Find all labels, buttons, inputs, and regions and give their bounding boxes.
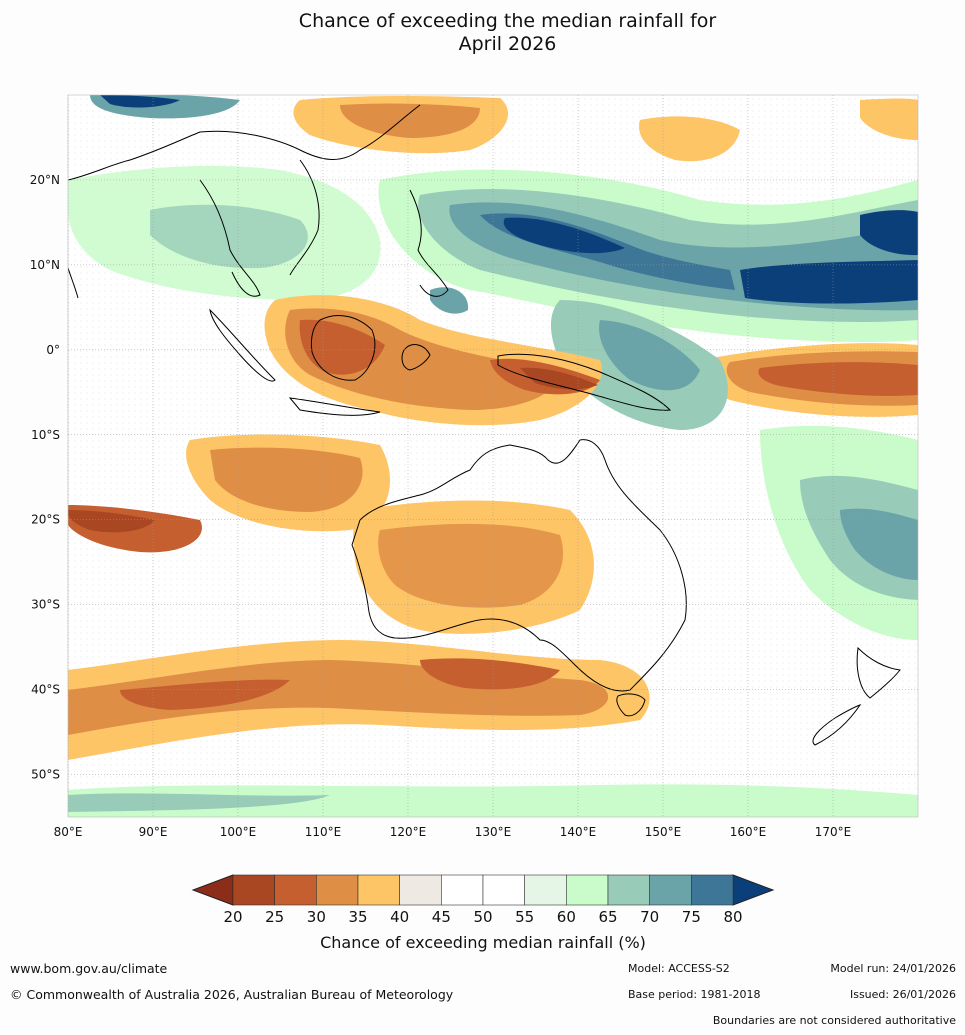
lat-tick-label: 40°S: [31, 683, 60, 697]
colorbar-bin: [316, 874, 359, 906]
colorbar-tick-label: 60: [557, 908, 576, 926]
lon-tick-label: 160°E: [730, 825, 767, 839]
colorbar-tick-label: 20: [223, 908, 242, 926]
colorbar-bin: [607, 874, 650, 906]
lat-tick-label: 10°N: [30, 258, 60, 272]
colorbar-tick-label: 40: [390, 908, 409, 926]
lon-tick-label: 110°E: [305, 825, 342, 839]
lat-tick-label: 30°S: [31, 598, 60, 612]
map-frame: [67, 94, 919, 818]
axis-tick-labels: 80°E 90°E 100°E 110°E 120°E 130°E 140°E 150°E 16…: [30, 173, 852, 839]
website-link[interactable]: www.bom.gov.au/climate: [10, 961, 168, 976]
map-title-line2: April 2026: [458, 33, 557, 55]
colorbar: 20 25 30 35 40 45 50 55 60 65 70 75 80 Chance of exc…: [191, 874, 775, 952]
base-period: Base period: 1981-2018: [628, 988, 761, 1001]
lat-tick-label: 10°S: [31, 428, 60, 442]
coastlines: [68, 104, 901, 746]
lat-tick-label: 0°: [46, 343, 60, 357]
map-title: Chance of exceeding the median rainfall …: [0, 10, 965, 56]
colorbar-bin: [399, 874, 442, 906]
model-name: Model: ACCESS-S2: [628, 962, 730, 975]
lon-tick-label: 100°E: [220, 825, 257, 839]
lon-tick-label: 150°E: [645, 825, 682, 839]
lon-tick-label: 90°E: [139, 825, 168, 839]
colorbar-bin: [274, 874, 317, 906]
colorbar-tick-label: 45: [432, 908, 451, 926]
colorbar-bin: [357, 874, 400, 906]
colorbar-bin: [482, 874, 525, 906]
lon-tick-label: 130°E: [475, 825, 512, 839]
lon-tick-label: 170°E: [815, 825, 852, 839]
colorbar-bin: [524, 874, 567, 906]
colorbar-tick-label: 35: [348, 908, 367, 926]
colorbar-label: Chance of exceeding median rainfall (%): [320, 933, 646, 952]
lat-tick-label: 20°N: [30, 173, 60, 187]
colorbar-bin: [566, 874, 609, 906]
colorbar-bin: [691, 874, 734, 906]
colorbar-bin: [441, 874, 484, 906]
colorbar-bin: [649, 874, 692, 906]
map-title-line1: Chance of exceeding the median rainfall …: [298, 10, 717, 32]
colorbar-tick-label: 30: [307, 908, 326, 926]
colorbar-tick-label: 50: [473, 908, 492, 926]
colorbar-tick-label: 75: [682, 908, 701, 926]
model-run-date: Model run: 24/01/2026: [830, 962, 956, 975]
copyright-text: © Commonwealth of Australia 2026, Austra…: [10, 987, 454, 1002]
colorbar-tick-label: 70: [640, 908, 659, 926]
colorbar-tick-label: 80: [723, 908, 742, 926]
boundaries-disclaimer: Boundaries are not considered authoritat…: [712, 1014, 956, 1027]
colorbar-high-extend: [732, 874, 775, 906]
lat-tick-label: 20°S: [31, 513, 60, 527]
lon-tick-label: 80°E: [54, 825, 83, 839]
colorbar-tick-label: 25: [265, 908, 284, 926]
colorbar-tick-label: 65: [598, 908, 617, 926]
lon-tick-label: 120°E: [390, 825, 427, 839]
colorbar-low-extend: [191, 874, 234, 906]
colorbar-tick-label: 55: [515, 908, 534, 926]
issued-date: Issued: 26/01/2026: [849, 988, 956, 1001]
lat-tick-label: 50°S: [31, 768, 60, 782]
lon-tick-label: 140°E: [560, 825, 597, 839]
colorbar-bin: [232, 874, 275, 906]
